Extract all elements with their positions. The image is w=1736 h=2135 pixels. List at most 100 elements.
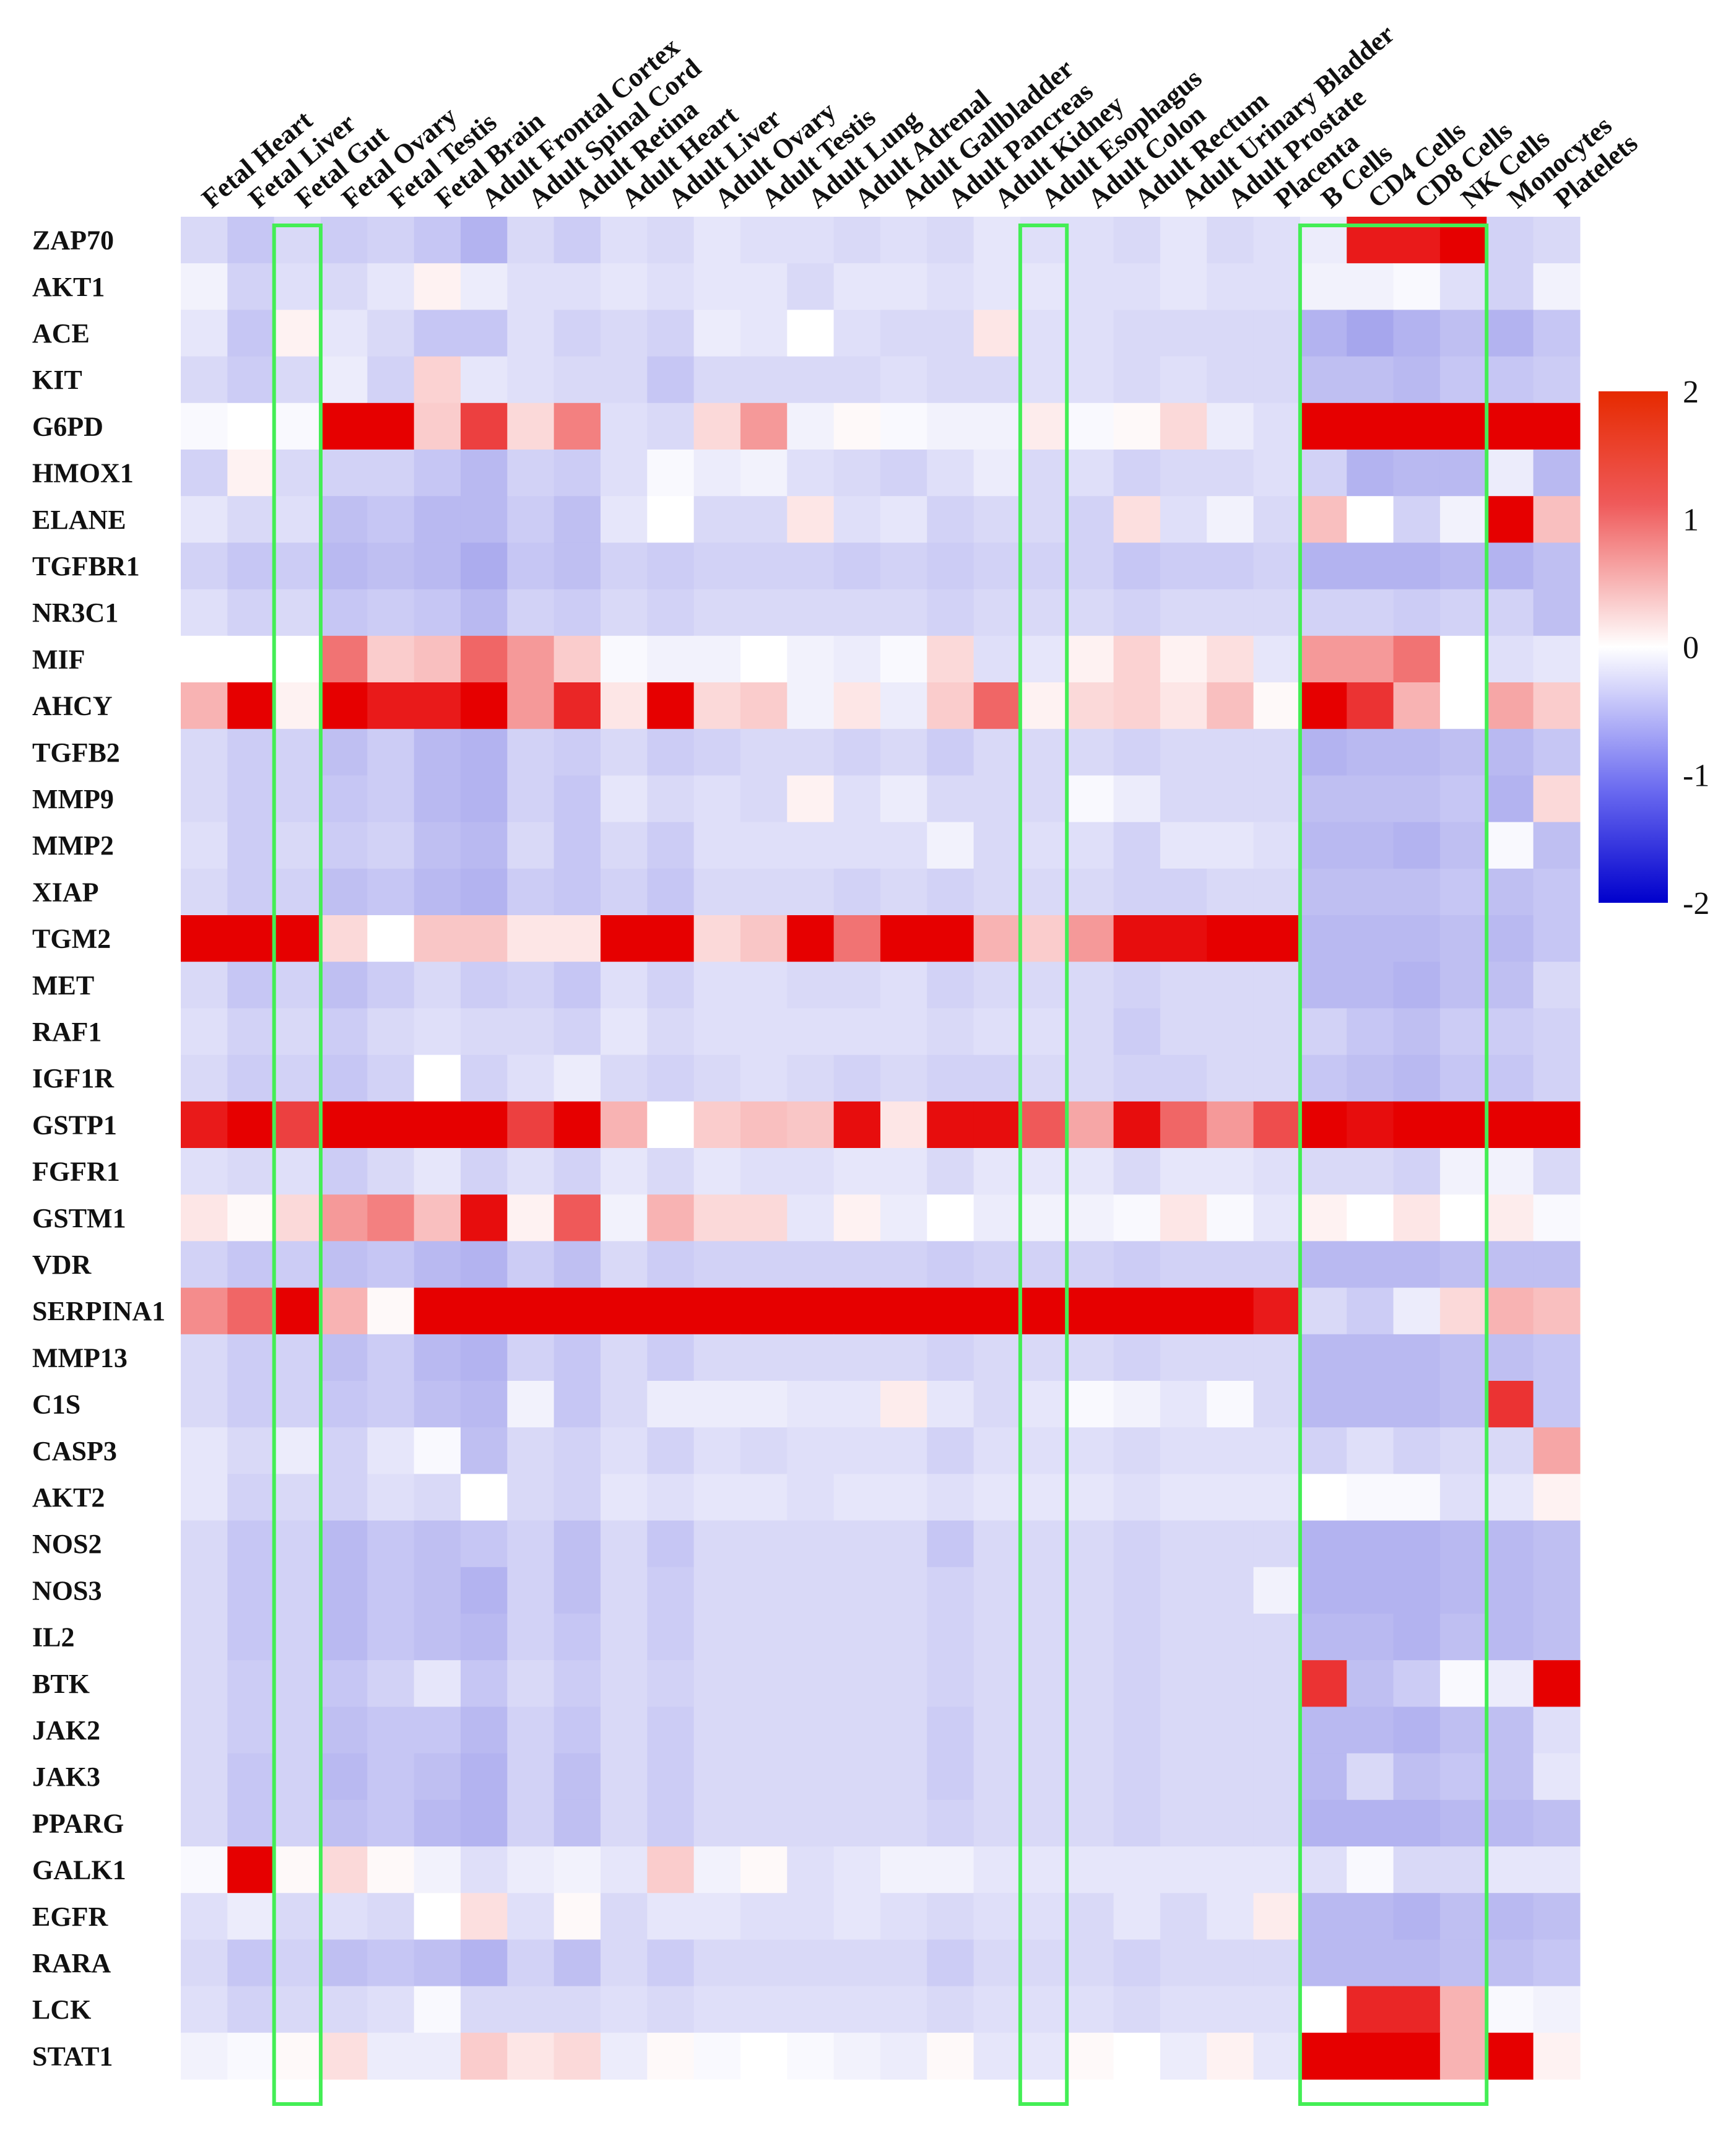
heatmap-cell bbox=[927, 775, 974, 823]
heatmap-cell bbox=[1160, 589, 1207, 637]
heatmap-cell bbox=[1393, 729, 1441, 776]
heatmap-cell bbox=[1020, 1101, 1067, 1149]
heatmap-cell bbox=[1067, 1753, 1114, 1801]
heatmap-cell bbox=[973, 868, 1021, 916]
heatmap-cell bbox=[1067, 1939, 1114, 1987]
heatmap-cell bbox=[600, 822, 648, 869]
heatmap-cell bbox=[927, 1008, 974, 1056]
heatmap-cell bbox=[507, 217, 555, 264]
heatmap-cell bbox=[880, 868, 927, 916]
heatmap-cell bbox=[507, 2032, 555, 2080]
heatmap-cell bbox=[1253, 1381, 1301, 1428]
row-label: TGM2 bbox=[32, 924, 111, 954]
heatmap-cell bbox=[1113, 682, 1161, 729]
heatmap-cell bbox=[693, 589, 741, 637]
heatmap-cell bbox=[833, 915, 881, 962]
heatmap-cell bbox=[1253, 1101, 1301, 1149]
heatmap-cell bbox=[693, 729, 741, 776]
heatmap-cell bbox=[1300, 868, 1347, 916]
heatmap-cell bbox=[507, 1381, 555, 1428]
heatmap-cell bbox=[1439, 1846, 1487, 1894]
heatmap-cell bbox=[1067, 1101, 1114, 1149]
heatmap-cell bbox=[274, 310, 321, 357]
heatmap-cell bbox=[833, 1939, 881, 1987]
heatmap-cell bbox=[787, 1101, 835, 1149]
heatmap-cell bbox=[600, 915, 648, 962]
heatmap-cell bbox=[1067, 635, 1114, 683]
heatmap-cell bbox=[740, 1707, 788, 1754]
row-label: NOS3 bbox=[32, 1575, 102, 1606]
heatmap-cell bbox=[1020, 402, 1067, 450]
heatmap-cell bbox=[1160, 263, 1207, 310]
heatmap-cell bbox=[1347, 589, 1394, 637]
heatmap-cell bbox=[227, 1660, 275, 1707]
heatmap-cell bbox=[1347, 915, 1394, 962]
heatmap-cell bbox=[320, 402, 368, 450]
heatmap-cell bbox=[787, 962, 835, 1009]
heatmap-cell bbox=[1207, 775, 1254, 823]
heatmap-cell bbox=[693, 962, 741, 1009]
heatmap-cell bbox=[1533, 1893, 1581, 1940]
heatmap-cell bbox=[693, 1241, 741, 1289]
heatmap-cell bbox=[740, 310, 788, 357]
heatmap-cell bbox=[740, 1241, 788, 1289]
highlight-box bbox=[272, 224, 323, 2106]
heatmap-cell bbox=[414, 263, 461, 310]
heatmap-cell bbox=[367, 775, 415, 823]
heatmap-cell bbox=[320, 729, 368, 776]
heatmap-cell bbox=[833, 1334, 881, 1381]
heatmap-cell bbox=[740, 1054, 788, 1102]
heatmap-cell bbox=[1486, 2032, 1534, 2080]
heatmap-cell bbox=[274, 1427, 321, 1474]
heatmap-cell bbox=[1486, 635, 1534, 683]
heatmap-cell bbox=[1439, 1614, 1487, 1661]
heatmap-cell bbox=[1067, 1148, 1114, 1195]
heatmap-cell bbox=[1160, 635, 1207, 683]
row-label: JAK3 bbox=[32, 1762, 100, 1792]
row-label: MMP9 bbox=[32, 784, 114, 814]
heatmap-cell bbox=[1253, 729, 1301, 776]
heatmap-cell bbox=[1207, 915, 1254, 962]
heatmap-cell bbox=[227, 1939, 275, 1987]
heatmap-cell bbox=[553, 1287, 601, 1335]
heatmap-cell bbox=[507, 1334, 555, 1381]
heatmap-cell bbox=[367, 1614, 415, 1661]
heatmap-cell bbox=[1533, 1241, 1581, 1289]
heatmap-cell bbox=[1347, 1101, 1394, 1149]
heatmap-cell bbox=[1160, 2032, 1207, 2080]
heatmap-cell bbox=[973, 775, 1021, 823]
heatmap-cell bbox=[600, 1474, 648, 1521]
heatmap-cell bbox=[274, 1194, 321, 1241]
heatmap-cell bbox=[787, 1660, 835, 1707]
heatmap-cell bbox=[647, 1614, 695, 1661]
heatmap-cell bbox=[507, 1893, 555, 1940]
heatmap-cell bbox=[1160, 1334, 1207, 1381]
heatmap-cell bbox=[320, 1707, 368, 1754]
heatmap-cell bbox=[693, 2032, 741, 2080]
heatmap-cell bbox=[414, 915, 461, 962]
row-label: GSTM1 bbox=[32, 1203, 126, 1233]
heatmap-cell bbox=[600, 775, 648, 823]
heatmap-cell bbox=[1393, 1660, 1441, 1707]
heatmap-cell bbox=[414, 1054, 461, 1102]
heatmap-cell bbox=[787, 542, 835, 590]
heatmap-cell bbox=[553, 868, 601, 916]
heatmap-cell bbox=[1300, 589, 1347, 637]
heatmap-cell bbox=[1300, 402, 1347, 450]
heatmap-cell bbox=[647, 1986, 695, 2033]
heatmap-cell bbox=[787, 1799, 835, 1847]
heatmap-cell bbox=[1207, 729, 1254, 776]
row-label: NR3C1 bbox=[32, 598, 118, 628]
heatmap-cell bbox=[553, 450, 601, 497]
heatmap-cell bbox=[740, 263, 788, 310]
heatmap-cell bbox=[1207, 682, 1254, 729]
heatmap-cell bbox=[414, 1287, 461, 1335]
heatmap-cell bbox=[1020, 589, 1067, 637]
color-scale-tick: 1 bbox=[1683, 503, 1699, 538]
row-label: TGFB2 bbox=[32, 737, 120, 768]
heatmap-cell bbox=[320, 1567, 368, 1614]
heatmap-cell bbox=[1113, 1241, 1161, 1289]
heatmap-cell bbox=[507, 1660, 555, 1707]
heatmap-cell bbox=[1393, 682, 1441, 729]
